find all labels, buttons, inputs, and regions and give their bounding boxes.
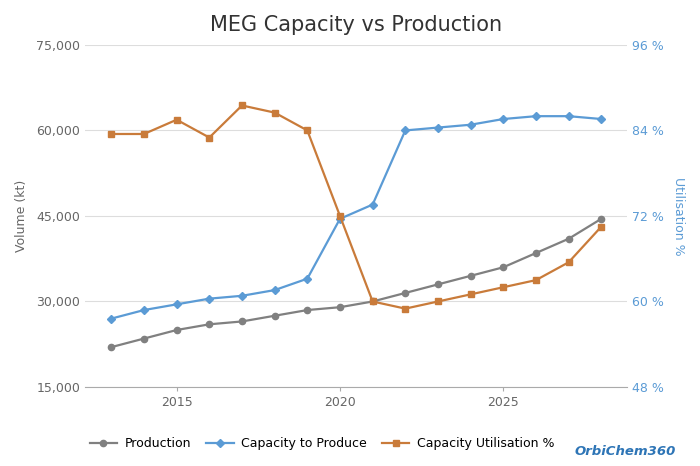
Production <box>107 344 116 350</box>
Production <box>434 281 442 287</box>
Line: Production: Production <box>108 216 604 350</box>
Production <box>466 273 475 279</box>
Production <box>597 216 606 222</box>
Production <box>140 336 148 342</box>
Line: Capacity to Produce: Capacity to Produce <box>108 113 604 322</box>
Production <box>499 265 508 270</box>
Capacity to Produce <box>140 307 148 313</box>
Capacity Utilisation % <box>336 213 344 219</box>
Capacity Utilisation % <box>107 131 116 137</box>
Capacity to Produce <box>499 116 508 122</box>
Production <box>532 250 540 256</box>
Capacity to Produce <box>205 296 214 302</box>
Capacity to Produce <box>238 293 246 299</box>
Production <box>564 236 573 241</box>
Capacity Utilisation % <box>434 299 442 304</box>
Capacity Utilisation % <box>172 117 181 123</box>
Production <box>336 304 344 310</box>
Production <box>172 327 181 333</box>
Capacity to Produce <box>434 125 442 130</box>
Capacity Utilisation % <box>238 103 246 108</box>
Capacity to Produce <box>303 276 312 281</box>
Capacity Utilisation % <box>270 110 279 116</box>
Y-axis label: Utilisation %: Utilisation % <box>672 177 685 255</box>
Legend: Production, Capacity to Produce, Capacity Utilisation %: Production, Capacity to Produce, Capacit… <box>85 432 559 455</box>
Capacity Utilisation % <box>401 306 410 311</box>
Capacity Utilisation % <box>140 131 148 137</box>
Text: OrbiChem360: OrbiChem360 <box>574 445 676 458</box>
Capacity to Produce <box>532 113 540 119</box>
Production <box>238 319 246 324</box>
Capacity Utilisation % <box>564 260 573 265</box>
Y-axis label: Volume (kt): Volume (kt) <box>15 180 28 252</box>
Production <box>368 299 377 304</box>
Capacity Utilisation % <box>466 292 475 297</box>
Capacity Utilisation % <box>368 299 377 304</box>
Capacity to Produce <box>368 202 377 207</box>
Title: MEG Capacity vs Production: MEG Capacity vs Production <box>210 15 503 35</box>
Capacity Utilisation % <box>597 224 606 229</box>
Capacity to Produce <box>336 216 344 222</box>
Capacity to Produce <box>597 116 606 122</box>
Capacity to Produce <box>172 302 181 307</box>
Capacity Utilisation % <box>205 135 214 140</box>
Capacity to Produce <box>401 128 410 133</box>
Production <box>270 313 279 319</box>
Production <box>205 322 214 327</box>
Line: Capacity Utilisation %: Capacity Utilisation % <box>108 103 604 312</box>
Capacity to Produce <box>107 316 116 322</box>
Capacity to Produce <box>466 122 475 128</box>
Capacity Utilisation % <box>532 277 540 283</box>
Capacity Utilisation % <box>303 128 312 133</box>
Production <box>401 290 410 296</box>
Capacity to Produce <box>564 113 573 119</box>
Production <box>303 307 312 313</box>
Capacity Utilisation % <box>499 284 508 290</box>
Capacity to Produce <box>270 288 279 293</box>
